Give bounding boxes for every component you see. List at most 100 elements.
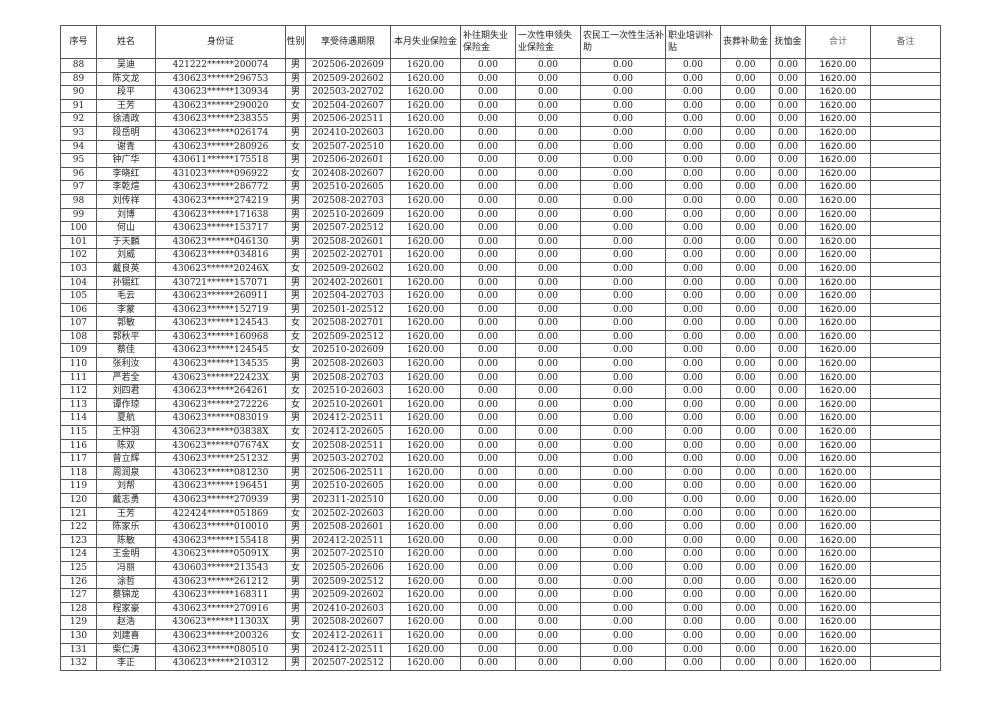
col-funeral-cell: 0.00 xyxy=(720,71,771,87)
col-note-cell xyxy=(870,465,941,481)
col-note-cell xyxy=(870,302,941,318)
table-row: 119 刘帮 430623******196451 男 202510-202605 162… xyxy=(60,479,941,494)
col-id-cell: 430623******152719 xyxy=(155,302,286,318)
col-id-cell: 430623******168311 xyxy=(155,588,286,603)
col-no-cell: 122 xyxy=(60,520,97,535)
col-id-cell: 430623******171638 xyxy=(155,207,286,223)
col-no-cell: 106 xyxy=(60,302,97,318)
col-sex-cell: 男 xyxy=(285,85,306,100)
col-id-cell: 430623******03838X xyxy=(155,425,286,440)
col-note-cell xyxy=(870,506,941,522)
col-once-cell: 0.00 xyxy=(515,234,581,250)
col-back-cell: 0.00 xyxy=(460,248,516,263)
col-id-cell: 430721******157071 xyxy=(155,275,286,291)
col-training-cell: 0.00 xyxy=(665,628,721,644)
col-funeral-cell: 0.00 xyxy=(720,112,771,127)
col-note-cell xyxy=(870,642,941,658)
col-monthly-cell: 1620.00 xyxy=(390,207,461,223)
col-sex-cell: 女 xyxy=(285,98,306,114)
col-once-cell: 0.00 xyxy=(515,261,581,277)
col-period-cell: 202510-202603 xyxy=(305,384,391,399)
table-row: 123 陈敏 430623******155418 男 202412-202511 162… xyxy=(60,533,941,549)
col-total-cell: 1620.00 xyxy=(805,289,871,304)
col-pension-cell: 0.00 xyxy=(770,438,806,454)
col-period-cell: 202506-202511 xyxy=(305,112,391,127)
col-total-cell: 1620.00 xyxy=(805,329,871,345)
col-migrant-cell: 0.00 xyxy=(580,588,666,603)
col-id-cell: 430623******20246X xyxy=(155,261,286,277)
col-period-cell: 202505-202606 xyxy=(305,560,391,576)
col-pension-cell: 0.00 xyxy=(770,656,806,671)
col-migrant-cell: 0.00 xyxy=(580,479,666,494)
col-migrant-cell: 0.00 xyxy=(580,112,666,127)
col-id-cell: 430623******261212 xyxy=(155,574,286,590)
col-once-cell: 0.00 xyxy=(515,71,581,87)
col-back-cell: 0.00 xyxy=(460,112,516,127)
col-period-cell: 202508-202601 xyxy=(305,234,391,250)
col-migrant-cell: 0.00 xyxy=(580,506,666,522)
col-period-cell: 202509-202602 xyxy=(305,71,391,87)
col-pension-header: 抚恤金 xyxy=(770,25,806,59)
col-note-cell xyxy=(870,71,941,87)
col-once-cell: 0.00 xyxy=(515,397,581,413)
col-back-cell: 0.00 xyxy=(460,71,516,87)
col-pension-cell: 0.00 xyxy=(770,221,806,236)
col-no-cell: 109 xyxy=(60,343,97,359)
col-funeral-cell: 0.00 xyxy=(720,261,771,277)
col-no-cell: 99 xyxy=(60,207,97,223)
col-no-cell: 103 xyxy=(60,261,97,277)
col-total-cell: 1620.00 xyxy=(805,234,871,250)
col-period-cell: 202412-202611 xyxy=(305,628,391,644)
col-sex-cell: 男 xyxy=(285,574,306,590)
col-sex-cell: 男 xyxy=(285,588,306,603)
col-migrant-cell: 0.00 xyxy=(580,289,666,304)
table-row: 104 孙锡红 430721******157071 男 202402-202601 16… xyxy=(60,275,941,291)
col-no-cell: 97 xyxy=(60,180,97,195)
col-migrant-cell: 0.00 xyxy=(580,343,666,359)
col-note-cell xyxy=(870,601,941,617)
col-back-header: 补往期失业保险金 xyxy=(460,25,516,59)
col-once-cell: 0.00 xyxy=(515,520,581,535)
col-note-cell xyxy=(870,384,941,399)
col-note-cell xyxy=(870,153,941,168)
col-funeral-cell: 0.00 xyxy=(720,411,771,427)
col-once-cell: 0.00 xyxy=(515,601,581,617)
col-sex-cell: 男 xyxy=(285,533,306,549)
col-once-header: 一次性申领失业保险金 xyxy=(515,25,581,59)
col-funeral-cell: 0.00 xyxy=(720,180,771,195)
col-total-cell: 1620.00 xyxy=(805,370,871,386)
col-sex-cell: 男 xyxy=(285,112,306,127)
col-funeral-cell: 0.00 xyxy=(720,438,771,454)
col-id-cell: 430623******200326 xyxy=(155,628,286,644)
col-monthly-cell: 1620.00 xyxy=(390,425,461,440)
col-note-cell xyxy=(870,588,941,603)
col-id-cell: 430623******153717 xyxy=(155,221,286,236)
col-training-cell: 0.00 xyxy=(665,533,721,549)
col-note-cell xyxy=(870,58,941,73)
col-id-cell: 430623******134535 xyxy=(155,357,286,372)
col-id-cell: 430623******274219 xyxy=(155,193,286,209)
col-once-cell: 0.00 xyxy=(515,343,581,359)
col-period-cell: 202508-202607 xyxy=(305,615,391,630)
col-no-cell: 121 xyxy=(60,506,97,522)
col-id-cell: 430623******046130 xyxy=(155,234,286,250)
col-period-cell: 202504-202703 xyxy=(305,289,391,304)
col-migrant-cell: 0.00 xyxy=(580,329,666,345)
col-training-cell: 0.00 xyxy=(665,588,721,603)
col-pension-cell: 0.00 xyxy=(770,397,806,413)
col-id-cell: 430623******07674X xyxy=(155,438,286,454)
col-sex-cell: 女 xyxy=(285,384,306,399)
col-monthly-cell: 1620.00 xyxy=(390,98,461,114)
table-row: 111 严若全 430623******22423X 男 202508-202703 16… xyxy=(60,370,941,386)
col-name-cell: 程家豪 xyxy=(96,601,156,617)
col-pension-cell: 0.00 xyxy=(770,234,806,250)
col-training-cell: 0.00 xyxy=(665,384,721,399)
table-row: 126 涂哲 430623******261212 男 202509-202512 162… xyxy=(60,574,941,590)
col-period-cell: 202508-202511 xyxy=(305,438,391,454)
col-no-cell: 114 xyxy=(60,411,97,427)
col-id-cell: 430623******124543 xyxy=(155,316,286,331)
col-once-cell: 0.00 xyxy=(515,329,581,345)
col-pension-cell: 0.00 xyxy=(770,588,806,603)
col-sex-cell: 女 xyxy=(285,397,306,413)
col-funeral-cell: 0.00 xyxy=(720,153,771,168)
